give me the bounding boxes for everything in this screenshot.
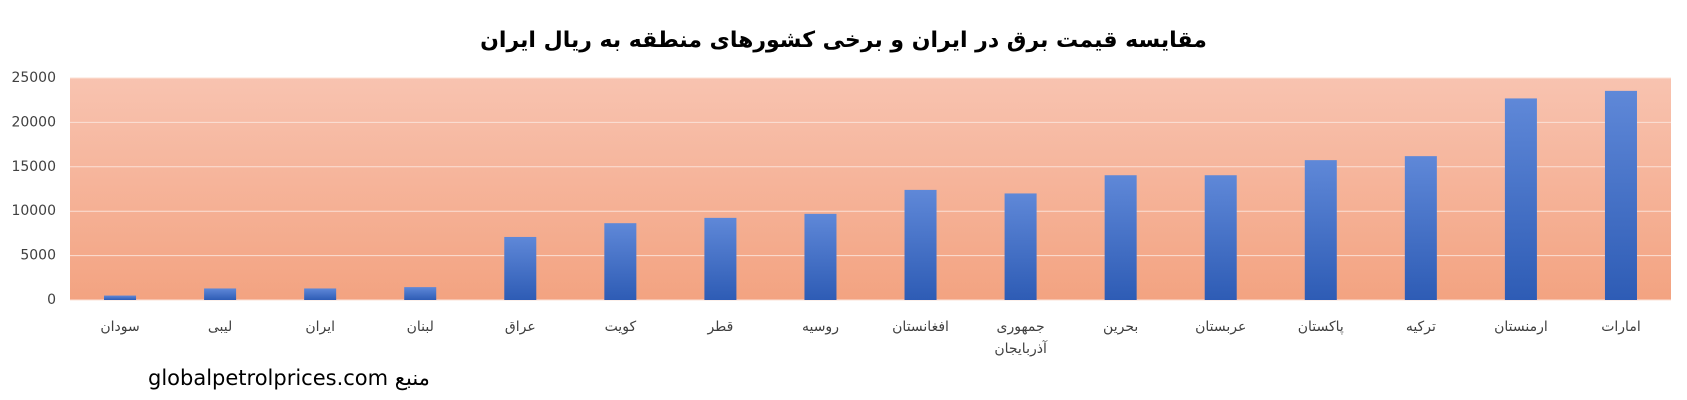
x-tick-label: عربستان <box>1195 319 1247 335</box>
x-tick-label: قطر <box>707 319 734 335</box>
x-tick-label: پاکستان <box>1297 319 1344 335</box>
x-tick-label: امارات <box>1601 319 1641 335</box>
chart-title: مقایسه قیمت برق در ایران و برخی کشورهای … <box>480 28 1207 53</box>
bar <box>204 288 237 300</box>
bar <box>404 287 437 300</box>
x-tick-label: بحرین <box>1103 319 1139 335</box>
y-tick-label: 20000 <box>11 114 56 130</box>
source-note: منبع globalpetrolprices.com <box>148 366 430 390</box>
bar <box>904 189 937 300</box>
bar <box>604 223 637 300</box>
x-tick-label: افغانستان <box>892 319 949 335</box>
bar <box>504 236 537 300</box>
bar <box>1004 193 1037 300</box>
x-tick-label: ارمنستان <box>1494 319 1548 335</box>
x-tick-label: لیبی <box>207 319 233 335</box>
x-tick-label: ایران <box>305 319 335 335</box>
bar <box>1504 98 1537 300</box>
y-tick-label: 10000 <box>11 203 56 219</box>
y-tick-label: 15000 <box>11 159 56 175</box>
y-tick-label: 5000 <box>20 248 56 264</box>
x-tick-label: ترکیه <box>1405 319 1436 335</box>
bar <box>1304 160 1337 300</box>
bar <box>304 288 337 300</box>
bar <box>1604 90 1637 300</box>
y-tick-label: 0 <box>47 292 56 308</box>
x-tick-label: روسیه <box>801 319 839 335</box>
bar <box>1204 175 1237 300</box>
x-tick-label: جمهوری آذربایجان <box>994 319 1047 357</box>
x-tick-label: کویت <box>604 319 637 335</box>
x-tick-label: سودان <box>100 319 140 335</box>
bar <box>1404 156 1437 300</box>
bar <box>804 213 837 300</box>
x-tick-label: لبنان <box>406 319 434 335</box>
bar <box>704 217 737 300</box>
bar <box>104 295 137 300</box>
bar <box>1104 175 1137 300</box>
x-tick-label: عراق <box>504 319 536 335</box>
plot-area <box>70 78 1671 300</box>
y-tick-label: 25000 <box>11 70 56 86</box>
